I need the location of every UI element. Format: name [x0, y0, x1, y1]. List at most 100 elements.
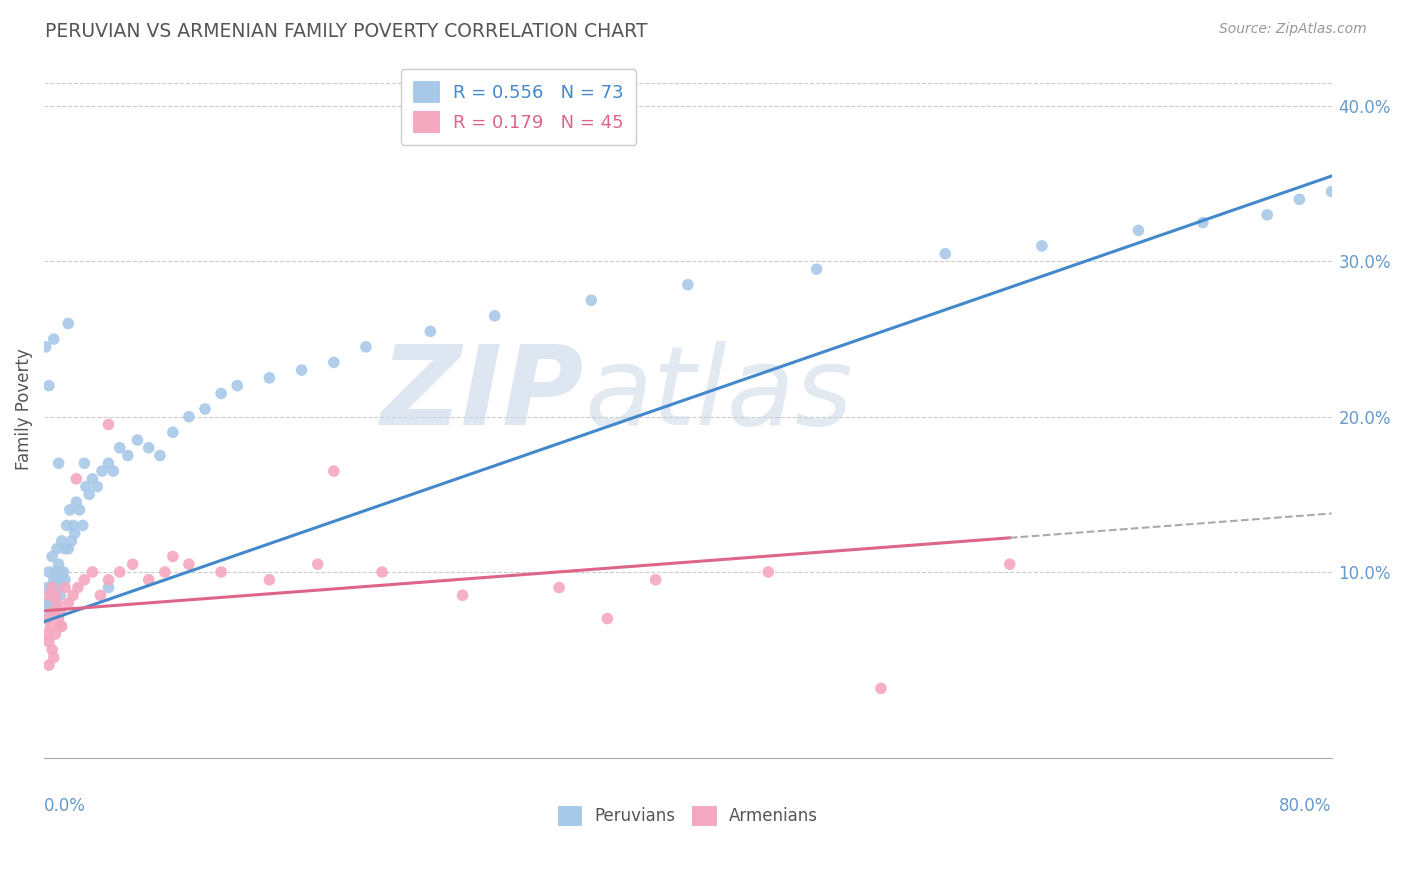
Point — [97, 456, 120, 470]
Point — [77, 487, 100, 501]
Point — [72, 518, 94, 533]
Point — [58, 541, 80, 556]
Point — [1288, 192, 1310, 206]
Point — [51, 533, 73, 548]
Point — [596, 611, 619, 625]
Point — [756, 565, 779, 579]
Point — [1128, 223, 1150, 237]
Point — [209, 386, 232, 401]
Point — [86, 480, 108, 494]
Point — [108, 565, 131, 579]
Point — [1256, 208, 1278, 222]
Point — [259, 371, 281, 385]
Text: ZIP: ZIP — [381, 342, 585, 449]
Point — [42, 573, 65, 587]
Point — [53, 541, 76, 556]
Point — [73, 456, 96, 470]
Point — [354, 340, 377, 354]
Point — [38, 378, 60, 392]
Point — [581, 293, 603, 308]
Point — [82, 565, 104, 579]
Point — [44, 588, 66, 602]
Point — [62, 518, 84, 533]
Point — [291, 363, 314, 377]
Point — [58, 596, 80, 610]
Point — [259, 573, 281, 587]
Point — [66, 581, 89, 595]
Point — [62, 588, 84, 602]
Point — [44, 565, 66, 579]
Point — [121, 558, 143, 572]
Point — [307, 558, 329, 572]
Text: 0.0%: 0.0% — [44, 797, 86, 814]
Point — [82, 472, 104, 486]
Point — [46, 596, 69, 610]
Point — [42, 604, 65, 618]
Point — [42, 596, 65, 610]
Point — [35, 627, 58, 641]
Point — [42, 332, 65, 346]
Point — [97, 581, 120, 595]
Point — [41, 588, 63, 602]
Point — [42, 650, 65, 665]
Point — [48, 558, 70, 572]
Point — [58, 317, 80, 331]
Point — [41, 581, 63, 595]
Point — [138, 573, 160, 587]
Point — [451, 588, 474, 602]
Point — [49, 565, 72, 579]
Point — [1191, 216, 1213, 230]
Point — [127, 433, 149, 447]
Text: PERUVIAN VS ARMENIAN FAMILY POVERTY CORRELATION CHART: PERUVIAN VS ARMENIAN FAMILY POVERTY CORR… — [45, 22, 648, 41]
Point — [44, 627, 66, 641]
Point — [870, 681, 893, 696]
Point — [97, 417, 120, 432]
Point — [51, 573, 73, 587]
Point — [73, 573, 96, 587]
Point — [37, 611, 59, 625]
Point — [65, 495, 87, 509]
Point — [38, 596, 60, 610]
Point — [48, 581, 70, 595]
Point — [162, 425, 184, 440]
Point — [49, 604, 72, 618]
Point — [209, 565, 232, 579]
Point — [548, 581, 571, 595]
Point — [48, 611, 70, 625]
Point — [419, 324, 441, 338]
Point — [162, 549, 184, 564]
Point — [806, 262, 828, 277]
Point — [89, 588, 111, 602]
Point — [153, 565, 176, 579]
Point — [41, 642, 63, 657]
Point — [55, 518, 77, 533]
Point — [194, 401, 217, 416]
Point — [46, 541, 69, 556]
Point — [59, 503, 82, 517]
Point — [644, 573, 666, 587]
Point — [91, 464, 114, 478]
Point — [53, 573, 76, 587]
Point — [226, 378, 249, 392]
Point — [49, 588, 72, 602]
Y-axis label: Family Poverty: Family Poverty — [15, 348, 32, 470]
Point — [138, 441, 160, 455]
Point — [97, 573, 120, 587]
Text: 80.0%: 80.0% — [1279, 797, 1331, 814]
Point — [49, 619, 72, 633]
Point — [52, 565, 75, 579]
Point — [39, 581, 62, 595]
Point — [48, 456, 70, 470]
Point — [103, 464, 125, 478]
Point — [322, 355, 344, 369]
Point — [37, 581, 59, 595]
Point — [1320, 185, 1343, 199]
Point — [39, 604, 62, 618]
Point — [75, 480, 97, 494]
Text: atlas: atlas — [585, 342, 853, 449]
Point — [63, 526, 86, 541]
Text: Source: ZipAtlas.com: Source: ZipAtlas.com — [1219, 22, 1367, 37]
Point — [51, 619, 73, 633]
Point — [177, 558, 200, 572]
Point — [69, 503, 91, 517]
